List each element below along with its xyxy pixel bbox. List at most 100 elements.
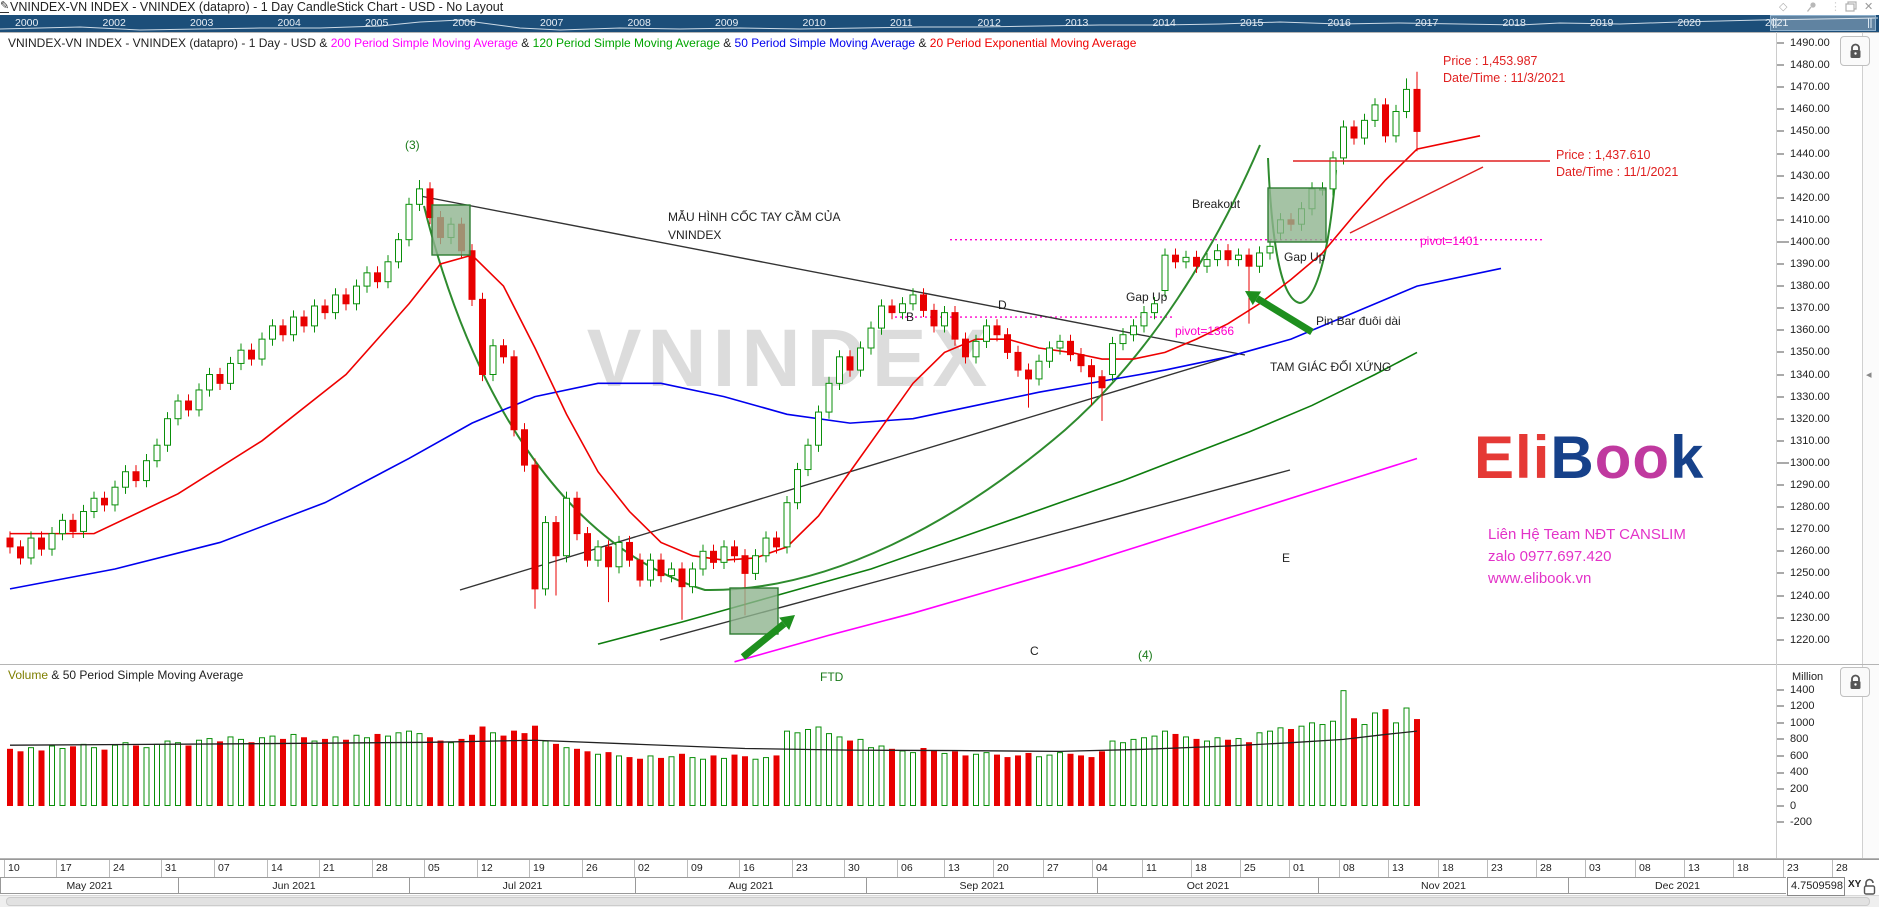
pane-collapse-arrow-icon[interactable]: ◂ [1866,369,1872,381]
volume-bar [826,733,832,807]
restore-icon[interactable] [1845,1,1857,16]
candle-body [668,568,675,577]
navigator-year-2018[interactable]: 2018 [1502,17,1526,29]
volume-bar [763,757,769,806]
navigator-year-2015[interactable]: 2015 [1240,17,1264,29]
xy-axis-button[interactable]: XY [1848,879,1862,890]
price-tick: 1490.00 [1777,37,1830,49]
navigator-year-2016[interactable]: 2016 [1327,17,1351,29]
volume-tick: 600 [1777,749,1809,762]
price-tick: 1360.00 [1777,324,1830,337]
value-readout[interactable]: 4.7509598 [1787,877,1845,896]
volume-bar [437,740,444,806]
volume-axis-unit: Million [1792,671,1824,683]
slider-grip-left[interactable] [1773,18,1778,28]
volume-bar [857,738,864,806]
candle-body [153,444,161,462]
day-tick-label: 23 [1491,862,1503,874]
day-tick-separator [582,860,584,877]
navigator-year-2012[interactable]: 2012 [977,17,1001,29]
navigator-year-2020[interactable]: 2020 [1677,17,1701,29]
navigator-year-2010[interactable]: 2010 [802,17,826,29]
navigator-year-2013[interactable]: 2013 [1065,17,1089,29]
pane-splitter[interactable] [0,664,1879,665]
volume-bar [448,742,454,806]
volume-bar [227,736,234,807]
diamond-icon[interactable]: ◇ [1779,1,1788,13]
navigator-slider[interactable] [1770,15,1876,31]
candle-body [59,519,66,535]
right-scroll-strip[interactable] [1862,32,1879,858]
slider-grip-right[interactable] [1868,18,1873,28]
candle-body [279,325,287,336]
candle-body [1203,259,1211,267]
legend-segment: 20 Period Exponential Moving Average [929,36,1137,50]
edit-pencil-icon[interactable]: ✎ [0,0,10,13]
day-tick-label: 11 [1146,862,1157,874]
volume-ma-line [9,730,1418,753]
pivot-1366-label: pivot=1366 [1175,324,1235,338]
volume-bar [574,748,580,807]
day-tick-separator [1487,860,1489,877]
candle-body [899,303,906,314]
navigator-year-2007[interactable]: 2007 [540,17,564,29]
pin-icon[interactable] [1806,1,1818,17]
volume-bar [143,747,150,807]
navigator-year-2014[interactable]: 2014 [1152,17,1176,29]
point-d-label: D [998,298,1007,312]
volume-bar [311,740,318,806]
horizontal-scrollbar-thumb[interactable] [6,897,1870,906]
month-cell: Dec 2021 [1568,877,1786,894]
navigator-year-2019[interactable]: 2019 [1590,17,1614,29]
day-tick-separator [1043,860,1045,877]
volume-bar [1015,755,1021,806]
price-axis[interactable]: 1490.00 1480.00 1470.00 1460.00 1450.00 1440.… [1776,32,1862,663]
volume-bar [259,737,265,806]
gap-up-label-1: Gap Up [1126,290,1168,304]
candle-body [920,294,927,311]
candle-body [1056,340,1064,349]
volume-bar [374,733,381,806]
volume-bar [689,757,696,806]
candle-body [1088,365,1095,378]
candle-body [489,345,497,375]
volume-axis-lock-button[interactable] [1840,667,1870,697]
volume-bar [742,756,748,807]
volume-bar [1141,737,1147,806]
unlock-icon[interactable] [1862,878,1877,896]
navigator-year-2006[interactable]: 2006 [452,17,476,29]
candle-body [405,203,413,241]
volume-bar [584,751,591,806]
navigator-year-2011[interactable]: 2011 [890,17,913,29]
volume-bar [427,737,433,806]
volume-bar [1183,736,1189,807]
navigator-year-2009[interactable]: 2009 [715,17,739,29]
navigator-year-2000[interactable]: 2000 [15,17,39,29]
price-alert-2-line2: Date/Time : 11/1/2021 [1556,165,1679,179]
volume-bar [1235,738,1242,807]
close-icon[interactable]: ✕ [1864,1,1874,13]
info-icon[interactable]: ⋮ [1830,1,1841,13]
day-tick-label: 13 [1392,862,1404,874]
navigator-year-2003[interactable]: 2003 [190,17,214,29]
candle-body [1224,250,1232,261]
year-navigator[interactable]: 2000 2002 2003 2004 2005 2006 2007 2008 2009 2010… [0,15,1879,32]
navigator-year-2004[interactable]: 2004 [277,17,301,29]
day-tick-label: 26 [586,862,598,874]
candle-body [38,537,45,550]
navigator-year-2005[interactable]: 2005 [365,17,389,29]
navigator-year-2008[interactable]: 2008 [627,17,651,29]
date-axis[interactable]: 10 17 24 31 07 14 21 28 05 12 19 26 02 09 16 23 30 06 13 20… [0,859,1879,896]
navigator-year-2017[interactable]: 2017 [1415,17,1439,29]
candle-body [1392,111,1400,137]
candle-body [195,389,203,411]
price-axis-lock-button[interactable] [1840,36,1870,66]
volume-bar [38,750,45,807]
candle-body [248,349,255,360]
navigator-year-2002[interactable]: 2002 [102,17,126,29]
volume-bar [1267,730,1273,807]
volume-bar [1214,737,1221,806]
volume-axis[interactable]: Million 1400 1200 1000 800 600 400 200 0 -200 [1776,664,1862,858]
day-tick-separator [267,860,269,877]
